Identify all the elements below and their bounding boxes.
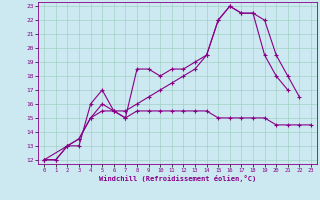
X-axis label: Windchill (Refroidissement éolien,°C): Windchill (Refroidissement éolien,°C) [99,175,256,182]
